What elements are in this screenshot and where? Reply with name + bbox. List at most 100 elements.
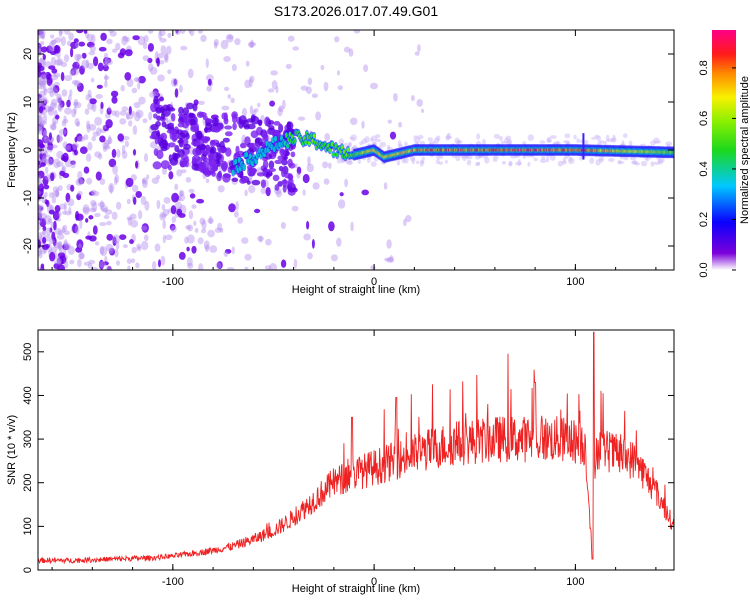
noise-blob	[54, 37, 62, 43]
noise-blob	[278, 105, 284, 113]
noise-blob	[42, 135, 49, 144]
signal-blob	[281, 168, 286, 178]
noise-blob	[86, 177, 93, 185]
noise-blob	[296, 166, 302, 175]
noise-blob	[166, 45, 172, 55]
noise-blob	[539, 140, 546, 144]
noise-blob	[107, 135, 112, 145]
noise-blob	[237, 217, 244, 224]
noise-blob	[564, 133, 571, 139]
noise-blob	[142, 180, 148, 188]
noise-blob	[291, 205, 299, 212]
snr-ytick-label: 200	[22, 474, 34, 492]
noise-blob	[337, 85, 343, 91]
noise-blob	[447, 132, 451, 140]
noise-blob	[42, 113, 48, 124]
signal-blob	[290, 151, 296, 158]
noise-blob	[149, 66, 158, 75]
noise-blob	[393, 93, 398, 102]
noise-blob	[285, 63, 292, 70]
noise-blob	[85, 59, 90, 68]
noise-blob	[230, 97, 235, 104]
noise-blob	[205, 178, 210, 183]
noise-blob	[78, 252, 85, 260]
noise-blob	[657, 159, 663, 165]
noise-blob	[226, 267, 235, 270]
noise-blob	[464, 155, 470, 159]
noise-blob	[216, 261, 223, 270]
noise-blob	[62, 118, 69, 124]
noise-blob	[234, 210, 239, 218]
noise-blob	[420, 160, 425, 164]
noise-blob	[62, 127, 68, 137]
noise-blob	[294, 163, 298, 169]
signal-blob	[202, 136, 209, 144]
noise-blob	[38, 95, 41, 102]
noise-blob	[105, 243, 114, 252]
noise-blob	[114, 110, 120, 118]
noise-blob	[50, 172, 55, 182]
noise-blob	[220, 39, 229, 50]
noise-blob	[248, 41, 257, 47]
signal-blob	[178, 112, 184, 118]
noise-blob	[47, 106, 55, 116]
colorbar-gradient	[712, 30, 736, 270]
noise-blob	[39, 30, 45, 39]
noise-blob	[52, 190, 60, 197]
noise-blob	[126, 258, 132, 265]
noise-blob	[126, 112, 130, 120]
signal-blob	[256, 172, 266, 177]
noise-blob	[178, 84, 183, 93]
noise-blob	[63, 230, 71, 235]
noise-blob	[200, 228, 207, 234]
noise-blob	[132, 149, 137, 156]
noise-blob	[88, 191, 95, 196]
noise-blob	[417, 44, 421, 53]
noise-blob	[515, 161, 522, 166]
noise-blob	[73, 101, 79, 107]
noise-blob	[77, 82, 84, 93]
signal-blob	[212, 117, 219, 127]
noise-blob	[108, 247, 114, 254]
noise-blob	[74, 53, 82, 61]
noise-blob	[70, 184, 75, 192]
noise-blob	[505, 135, 512, 141]
noise-blob	[121, 35, 128, 46]
noise-blob	[186, 257, 193, 267]
noise-blob	[370, 135, 378, 142]
spectrogram-ytick-label: -10	[22, 190, 34, 206]
noise-blob	[105, 119, 113, 129]
noise-blob	[180, 30, 186, 34]
noise-blob	[654, 140, 662, 144]
noise-blob	[144, 200, 150, 211]
noise-blob	[71, 80, 79, 85]
noise-blob	[46, 76, 53, 86]
noise-blob	[170, 77, 179, 87]
noise-blob	[539, 159, 547, 164]
ridge-mid	[244, 151, 249, 158]
noise-blob	[267, 88, 275, 93]
signal-blob	[224, 125, 233, 130]
noise-blob	[421, 156, 425, 162]
noise-blob	[45, 174, 51, 181]
noise-blob	[386, 257, 395, 263]
noise-blob	[231, 64, 237, 72]
noise-blob	[632, 160, 637, 165]
noise-blob	[164, 234, 173, 241]
noise-blob	[617, 160, 622, 165]
noise-blob	[94, 241, 100, 246]
noise-blob	[338, 138, 345, 145]
signal-blob	[221, 112, 227, 120]
noise-blob	[657, 157, 665, 163]
signal-blob	[183, 114, 188, 124]
noise-blob	[154, 243, 161, 252]
noise-blob	[41, 46, 48, 53]
noise-blob	[46, 158, 54, 166]
noise-blob	[42, 58, 46, 69]
spectrogram-ytick-label: 0	[22, 147, 34, 153]
noise-blob	[107, 137, 113, 145]
noise-blob	[38, 83, 45, 90]
noise-blob	[389, 131, 397, 140]
noise-blob	[38, 160, 41, 166]
